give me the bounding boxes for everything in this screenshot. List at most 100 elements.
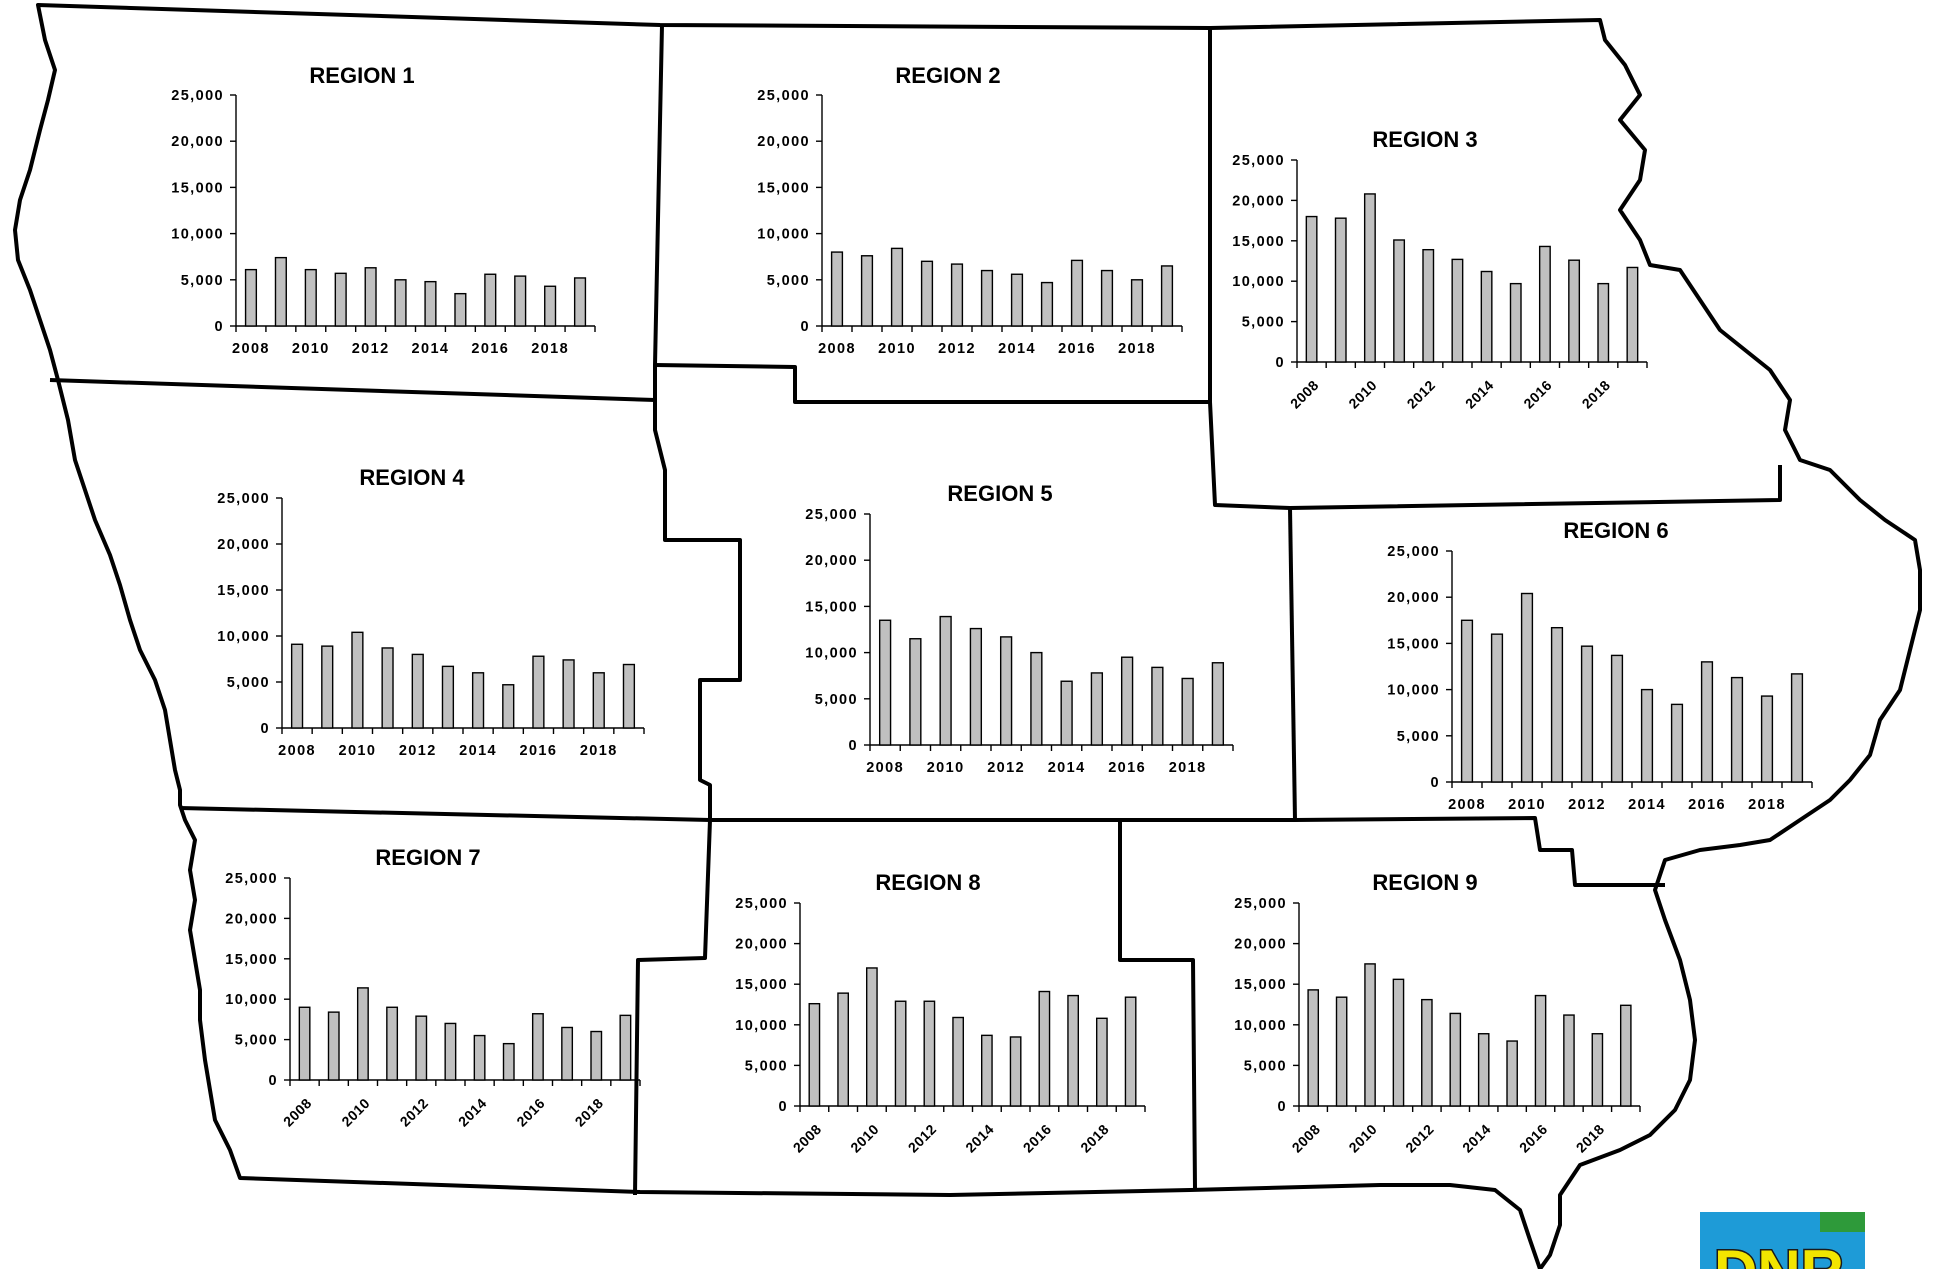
bar-2019 [622, 663, 636, 729]
bar-2008 [1307, 989, 1320, 1107]
chart-title: REGION 1 [309, 63, 414, 88]
bar-2009 [1335, 996, 1348, 1107]
bar-2019 [1160, 265, 1174, 327]
y-tick-label: 20,000 [1387, 590, 1440, 606]
x-tick-label: 2016 [1516, 1121, 1551, 1156]
bar-2009 [321, 645, 334, 729]
y-tick-label: 5,000 [181, 273, 224, 289]
y-tick-label: 15,000 [805, 599, 858, 615]
bar-2013 [1610, 654, 1624, 783]
x-tick-label: 2012 [352, 341, 390, 357]
bar-2017 [1067, 994, 1079, 1107]
bar-2019 [619, 1014, 632, 1081]
x-tick-label: 2010 [338, 1095, 373, 1130]
y-tick-label: 20,000 [757, 134, 810, 150]
y-tick-label: 15,000 [1232, 234, 1285, 250]
y-tick-label: 0 [1431, 775, 1440, 791]
y-tick-label: 0 [261, 721, 270, 737]
x-tick-label: 2018 [1579, 377, 1614, 412]
x-tick-label: 2008 [278, 743, 316, 759]
y-tick-label: 10,000 [1234, 1018, 1287, 1034]
bar-2008 [1460, 619, 1474, 783]
y-tick-label: 0 [849, 738, 858, 754]
y-tick-label: 15,000 [1387, 636, 1440, 652]
bar-2018 [1181, 677, 1194, 746]
bar-2014 [424, 280, 437, 327]
bar-2018 [1597, 282, 1610, 363]
bar-2009 [860, 255, 874, 327]
bar-2018 [590, 1030, 603, 1081]
bar-2008 [298, 1006, 311, 1081]
chart-title: REGION 7 [375, 845, 480, 870]
bar-2011 [334, 272, 347, 327]
y-tick-label: 10,000 [735, 1018, 788, 1034]
bar-2015 [1509, 282, 1522, 363]
x-tick-label: 2018 [1118, 341, 1156, 357]
bar-2013 [441, 665, 455, 729]
x-tick-label: 2012 [399, 743, 437, 759]
bar-2009 [1334, 217, 1347, 363]
y-tick-label: 5,000 [235, 1033, 278, 1049]
x-tick-label: 2016 [513, 1095, 548, 1130]
bar-2012 [1421, 998, 1433, 1107]
y-tick-label: 5,000 [745, 1058, 788, 1074]
x-tick-label: 2018 [572, 1095, 607, 1130]
x-tick-label: 2014 [1462, 377, 1497, 412]
bar-2010 [1364, 963, 1376, 1107]
bar-2019 [1619, 1004, 1632, 1107]
bar-2010 [351, 631, 364, 729]
x-tick-label: 2014 [412, 341, 450, 357]
bar-2008 [808, 1002, 821, 1107]
bar-2016 [532, 655, 545, 729]
x-tick-label: 2014 [962, 1121, 997, 1156]
chart-title: REGION 5 [947, 481, 1052, 506]
bar-2016 [484, 273, 497, 327]
y-tick-label: 20,000 [217, 537, 270, 553]
y-tick-label: 20,000 [735, 937, 788, 953]
bar-2013 [1030, 651, 1043, 746]
x-tick-label: 2014 [459, 743, 497, 759]
bar-2017 [514, 275, 527, 327]
y-tick-label: 0 [1276, 355, 1285, 371]
y-tick-label: 15,000 [217, 583, 270, 599]
y-tick-label: 25,000 [805, 507, 858, 523]
y-tick-label: 10,000 [805, 646, 858, 662]
x-tick-label: 2014 [1048, 760, 1086, 776]
bar-2014 [1010, 273, 1024, 327]
y-tick-label: 0 [1278, 1099, 1287, 1115]
y-tick-label: 25,000 [735, 896, 788, 912]
y-tick-label: 20,000 [805, 553, 858, 569]
x-tick-label: 2018 [580, 743, 618, 759]
bar-2010 [1363, 193, 1376, 363]
y-tick-label: 25,000 [1387, 544, 1440, 560]
x-tick-label: 2012 [905, 1121, 940, 1156]
region-chart-5: REGION 5 25,000 20,000 15,000 10,000 5,000 0 20… [805, 481, 1234, 776]
bar-2016 [531, 1013, 544, 1081]
bar-2010 [866, 967, 878, 1107]
bar-2010 [1520, 592, 1534, 783]
y-tick-label: 15,000 [735, 977, 788, 993]
y-tick-label: 10,000 [1387, 683, 1440, 699]
x-tick-label: 2014 [1628, 797, 1666, 813]
bar-2019 [1124, 996, 1137, 1107]
region-chart-7: REGION 725,00020,00015,00010,0005,000020… [225, 845, 641, 1130]
bar-2017 [1563, 1014, 1575, 1107]
region-chart-3: REGION 325,00020,00015,00010,0005,000020… [1232, 127, 1648, 412]
x-tick-label: 2010 [1508, 797, 1546, 813]
chart-title: REGION 8 [875, 870, 980, 895]
chart-title: REGION 2 [895, 63, 1000, 88]
x-tick-label: 2008 [1289, 1121, 1324, 1156]
bar-2009 [327, 1011, 340, 1081]
x-tick-label: 2008 [280, 1095, 315, 1130]
y-tick-label: 25,000 [171, 88, 224, 104]
y-tick-label: 5,000 [1397, 729, 1440, 745]
bar-2013 [1451, 258, 1464, 363]
y-tick-label: 5,000 [815, 692, 858, 708]
y-tick-label: 15,000 [171, 180, 224, 196]
y-tick-label: 20,000 [1234, 937, 1287, 953]
bar-2017 [1568, 259, 1581, 363]
x-tick-label: 2018 [1077, 1121, 1112, 1156]
y-tick-label: 20,000 [225, 911, 278, 927]
bar-2009 [837, 992, 850, 1107]
x-tick-label: 2008 [866, 760, 904, 776]
